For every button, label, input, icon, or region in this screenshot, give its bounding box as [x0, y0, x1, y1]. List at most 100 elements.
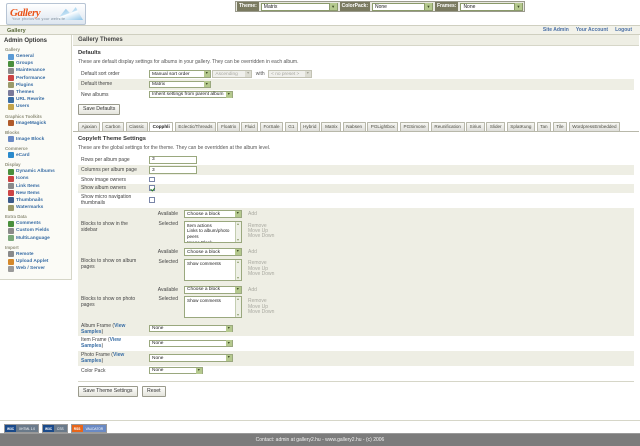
sidebar-item-ecard[interactable]: eCard: [4, 152, 67, 159]
tab-floatrix[interactable]: Floatrix: [217, 121, 240, 131]
listbox-scrollbar[interactable]: [235, 221, 241, 242]
save-defaults-button[interactable]: Save Defaults: [78, 103, 121, 116]
show-album-owners-checkbox[interactable]: [149, 185, 155, 191]
sort-preset-select[interactable]: < no preset > ▼: [268, 70, 313, 78]
tab-nabsen[interactable]: Nabsen: [342, 121, 366, 131]
color-pack-select[interactable]: None ▼: [149, 366, 203, 375]
validation-badge[interactable]: W3C CSS: [42, 424, 68, 433]
move-up-button[interactable]: Move Up: [248, 228, 269, 235]
sidebar-item-maintenance[interactable]: Maintenance: [4, 67, 67, 74]
tab-reunification[interactable]: Reunification: [430, 121, 465, 131]
columns-per-page-input[interactable]: 3: [149, 166, 197, 174]
list-item[interactable]: Image Block: [187, 239, 213, 243]
photo-frame-view-samples-link[interactable]: View Samples: [81, 352, 125, 365]
album-frame-view-samples-link[interactable]: View Samples: [81, 322, 126, 335]
sidebar-item-url-rewrite[interactable]: URL Rewrite: [4, 96, 67, 103]
available-block-select[interactable]: Choose a block ▼: [184, 286, 242, 294]
album-frame-select[interactable]: None ▼: [149, 324, 233, 333]
list-item[interactable]: Links to album/photo peers: [187, 228, 230, 239]
remove-block-button[interactable]: Remove: [248, 222, 267, 229]
tab-pgsimone[interactable]: PGSimone: [399, 121, 430, 131]
validation-badge[interactable]: RSS VALIDATOR: [70, 424, 108, 433]
tab-tile[interactable]: Tile: [552, 121, 568, 131]
tab-g1[interactable]: G1: [284, 121, 298, 131]
item-frame-select[interactable]: None ▼: [149, 339, 233, 348]
sidebar-item-performance[interactable]: Performance: [4, 75, 67, 82]
tab-forsale[interactable]: ForSale: [259, 121, 284, 131]
photo-frame-select[interactable]: None ▼: [149, 354, 233, 362]
tab-classic[interactable]: Classic: [125, 121, 148, 131]
add-block-button[interactable]: Add: [248, 249, 257, 256]
default-sort-order-select[interactable]: Manual sort order ▼: [149, 70, 211, 78]
sidebar-item-comments[interactable]: Comments: [4, 220, 67, 227]
sidebar-item-link-items[interactable]: Link Items: [4, 182, 67, 190]
tab-wordpressembedded[interactable]: WordpressEmbedded: [568, 121, 621, 131]
tab-hybrid[interactable]: Hybrid: [299, 121, 320, 131]
selected-blocks-list[interactable]: Show comments: [184, 296, 242, 319]
logout-link[interactable]: Logout: [615, 27, 632, 33]
sidebar-item-watermarks[interactable]: Watermarks: [4, 204, 67, 211]
sidebar-item-upload-applet[interactable]: Upload Applet: [4, 258, 67, 265]
remove-block-button[interactable]: Remove: [248, 260, 267, 267]
item-frame-view-samples-link[interactable]: View Samples: [81, 337, 121, 350]
available-block-select[interactable]: Choose a block ▼: [184, 248, 242, 256]
tab-carbon[interactable]: Carbon: [101, 121, 125, 131]
sidebar-item-users[interactable]: Users: [4, 103, 67, 110]
tab-ajaxian[interactable]: Ajaxian: [78, 121, 101, 131]
sidebar-item-image-block[interactable]: Image Block: [4, 136, 67, 143]
sidebar-item-remote[interactable]: Remote: [4, 251, 67, 258]
tab-fluid[interactable]: Fluid: [241, 121, 259, 131]
tab-matrix[interactable]: Matrix: [321, 121, 342, 131]
gallery-logo[interactable]: Gallery Your photos on your website: [6, 3, 86, 25]
default-theme-select[interactable]: Matrix ▼: [149, 80, 211, 89]
sidebar-item-dynamic-albums[interactable]: Dynamic Albums: [4, 168, 67, 175]
add-block-button[interactable]: Add: [248, 211, 257, 218]
reset-button[interactable]: Reset: [142, 385, 166, 398]
list-item[interactable]: Show comments: [187, 298, 221, 304]
move-down-button[interactable]: Move Down: [248, 271, 275, 278]
validation-badge[interactable]: W3C XHTML 1.0: [4, 424, 40, 433]
list-item[interactable]: Item actions: [187, 222, 212, 228]
frames-selector[interactable]: None ▼: [460, 2, 523, 11]
move-up-button[interactable]: Move Up: [248, 303, 269, 310]
listbox-scrollbar[interactable]: [235, 297, 241, 318]
theme-selector[interactable]: Matrix ▼: [260, 2, 338, 11]
sidebar-item-plugins[interactable]: Plugins: [4, 82, 67, 89]
listbox-scrollbar[interactable]: [235, 259, 241, 280]
sidebar-item-icons[interactable]: Icons: [4, 175, 67, 182]
rows-per-page-input[interactable]: 3: [149, 156, 197, 164]
move-down-button[interactable]: Move Down: [248, 233, 275, 240]
colorpack-selector[interactable]: None ▼: [372, 2, 433, 11]
selected-blocks-list[interactable]: Show comments: [184, 258, 242, 281]
sidebar-item-multilanguage[interactable]: MultiLanguage: [4, 235, 67, 242]
tab-copphli[interactable]: Copphli: [149, 121, 174, 132]
sidebar-item-web-server[interactable]: Web / Server: [4, 265, 67, 272]
move-down-button[interactable]: Move Down: [248, 309, 275, 316]
tab-sirius[interactable]: Sirius: [466, 121, 485, 131]
sidebar-item-themes[interactable]: Themes: [4, 89, 67, 96]
tab-pglightbox[interactable]: PGLightbox: [367, 121, 399, 131]
sort-direction-select[interactable]: Ascending ▼: [212, 70, 253, 78]
available-block-select[interactable]: Choose a block ▼: [184, 210, 242, 218]
new-albums-select[interactable]: Inherit settings from parent album ▼: [149, 90, 233, 99]
tab-splatkung[interactable]: SplatKung: [506, 121, 536, 131]
your-account-link[interactable]: Your Account: [575, 27, 609, 33]
sidebar-item-general[interactable]: General: [4, 53, 67, 60]
site-admin-link[interactable]: Site Admin: [542, 27, 569, 33]
show-image-owners-checkbox[interactable]: [149, 176, 155, 183]
show-micro-nav-checkbox[interactable]: [149, 197, 155, 203]
add-block-button[interactable]: Add: [248, 286, 257, 293]
list-item[interactable]: Show comments: [187, 260, 221, 266]
tab-eclectic-threads[interactable]: Eclectic/Threads: [174, 121, 216, 131]
tab-tan[interactable]: Tan: [536, 121, 552, 131]
selected-blocks-list[interactable]: Item actions Links to album/photo peers Im…: [184, 220, 242, 243]
save-theme-settings-button[interactable]: Save Theme Settings: [78, 385, 138, 398]
move-up-button[interactable]: Move Up: [248, 265, 269, 272]
sidebar-item-imagemagick[interactable]: ImageMagick: [4, 120, 67, 127]
remove-block-button[interactable]: Remove: [248, 298, 267, 305]
sidebar-item-groups[interactable]: Groups: [4, 60, 67, 67]
sidebar-item-new-items[interactable]: New Items: [4, 190, 67, 197]
tab-slider[interactable]: Slider: [486, 121, 506, 131]
sidebar-item-thumbnails[interactable]: Thumbnails: [4, 197, 67, 204]
breadcrumb[interactable]: Gallery: [7, 27, 26, 34]
